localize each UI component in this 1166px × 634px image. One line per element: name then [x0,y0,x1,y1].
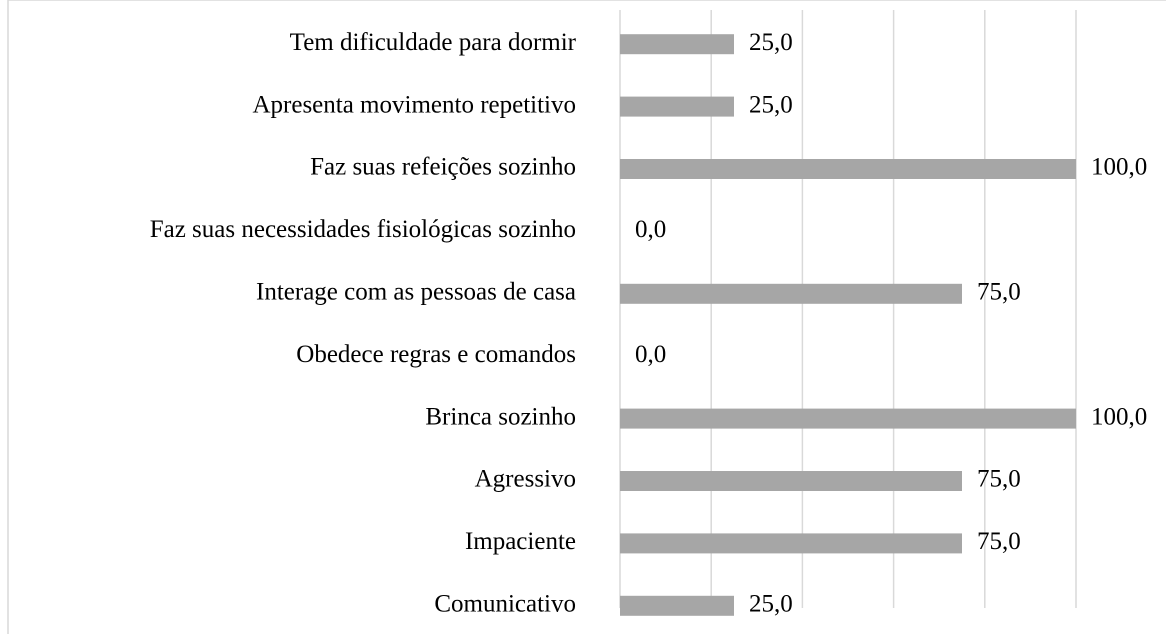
bar [620,408,1076,429]
bar [620,96,734,117]
bar [620,283,962,304]
y-tick-label: Brinca sozinho [425,403,576,430]
y-tick-label: Impaciente [465,528,576,555]
data-label: 0,0 [635,216,666,243]
bar [620,159,1076,179]
data-label: 75,0 [977,528,1021,555]
data-label: 100,0 [1091,403,1147,430]
y-tick-label: Faz suas refeições sozinho [310,154,576,181]
data-label: 25,0 [749,91,793,118]
data-label: 75,0 [977,279,1021,306]
y-tick-label: Obedece regras e comandos [296,341,576,368]
data-label: 0,0 [635,341,666,368]
chart-border [7,0,1166,634]
data-label: 75,0 [977,466,1021,493]
y-tick-label: Faz suas necessidades fisiológicas sozin… [150,216,576,243]
data-label: 25,0 [749,29,793,56]
data-label: 25,0 [749,591,793,618]
bar [620,595,734,616]
y-tick-label: Agressivo [475,466,576,493]
bar [620,471,962,491]
y-tick-label: Comunicativo [434,591,576,618]
y-tick-label: Interage com as pessoas de casa [256,279,576,306]
bar [620,533,962,554]
bar [620,34,734,55]
data-label: 100,0 [1091,154,1147,181]
y-tick-label: Tem dificuldade para dormir [290,29,577,56]
y-tick-label: Apresenta movimento repetitivo [252,91,576,118]
